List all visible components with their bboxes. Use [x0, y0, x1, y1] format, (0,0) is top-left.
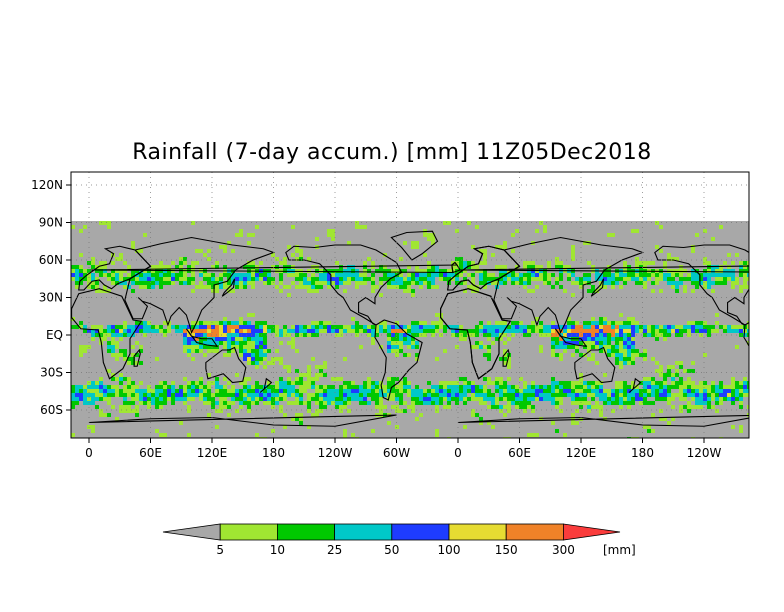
- continent-outline: [590, 278, 605, 297]
- lat-tick-label: 90N: [39, 216, 63, 230]
- continent-outline: [554, 328, 588, 347]
- lat-tick-label: EQ: [46, 328, 63, 342]
- lat-tick-label: 30S: [40, 366, 63, 380]
- continent-outline: [390, 230, 439, 261]
- gridlines: [66, 172, 749, 443]
- colorbar-swatch: [276, 523, 335, 541]
- lon-tick-label: 60E: [508, 446, 531, 460]
- colorbar-level-label: 5: [216, 543, 224, 557]
- lon-tick-label: 120E: [566, 446, 597, 460]
- continent-outline: [259, 377, 273, 393]
- colorbar-swatch: [219, 523, 278, 541]
- colorbar-swatch: [391, 523, 450, 541]
- colorbar-level-label: 150: [495, 543, 518, 557]
- colorbar-level-label: 100: [438, 543, 461, 557]
- lon-tick-label: 0: [454, 446, 462, 460]
- map-frame: [70, 171, 750, 439]
- rain-layer: [71, 221, 749, 438]
- continent-outlines: [71, 230, 784, 427]
- continent-outline: [743, 321, 749, 348]
- colorbar-high-triangle: [563, 523, 621, 541]
- continent-outline: [374, 319, 423, 401]
- map-title: Rainfall (7-day accum.) [mm] 11Z05Dec201…: [132, 140, 652, 165]
- lon-tick-label: 60E: [139, 446, 162, 460]
- lon-tick-label: 180: [262, 446, 285, 460]
- colorbar-level-label: 10: [270, 543, 285, 557]
- colorbar-swatch: [505, 523, 564, 541]
- continent-outline: [574, 346, 616, 384]
- colorbar-swatch: [448, 523, 507, 541]
- colorbar-level-label: 25: [327, 543, 342, 557]
- lon-tick-label: 120E: [197, 446, 228, 460]
- lon-tick-label: 60W: [383, 446, 410, 460]
- continent-outline: [493, 236, 645, 335]
- continent-outline: [285, 244, 403, 326]
- continent-outline: [451, 261, 461, 274]
- lat-tick-label: 60S: [40, 403, 63, 417]
- lon-tick-label: 120W: [318, 446, 353, 460]
- colorbar-level-label: 50: [384, 543, 399, 557]
- lat-tick-label: 120N: [31, 178, 63, 192]
- lat-tick-label: 60N: [39, 253, 63, 267]
- continent-outline: [502, 348, 510, 367]
- continent-outline: [460, 265, 749, 273]
- continent-outline: [760, 231, 784, 260]
- longitude-labels: 0 60E 120E 180 120W 60W 0 60E 120E 180 120W: [85, 446, 721, 460]
- continent-outline: [133, 348, 141, 367]
- lon-tick-label: 120W: [687, 446, 722, 460]
- continent-outline: [221, 278, 236, 297]
- continent-outline: [124, 236, 276, 335]
- lon-tick-label: 180: [631, 446, 654, 460]
- colorbar-unit: [mm]: [603, 543, 636, 557]
- continent-outline: [205, 346, 247, 384]
- continent-outline: [71, 288, 143, 380]
- continent-outline: [628, 377, 642, 393]
- colorbar-swatch: [334, 523, 393, 541]
- continent-outline: [654, 244, 749, 326]
- continent-outline: [440, 288, 512, 380]
- lat-tick-label: 30N: [39, 291, 63, 305]
- latitude-labels: 120N 90N 60N 30N EQ 30S 60S: [31, 178, 63, 417]
- lon-tick-label: 0: [85, 446, 93, 460]
- colorbar-low-triangle: [162, 523, 221, 541]
- colorbar-level-label: 300: [552, 543, 575, 557]
- colorbar: 5 10 25 50 100 150 300 [mm]: [162, 523, 636, 557]
- continent-outline: [185, 328, 219, 347]
